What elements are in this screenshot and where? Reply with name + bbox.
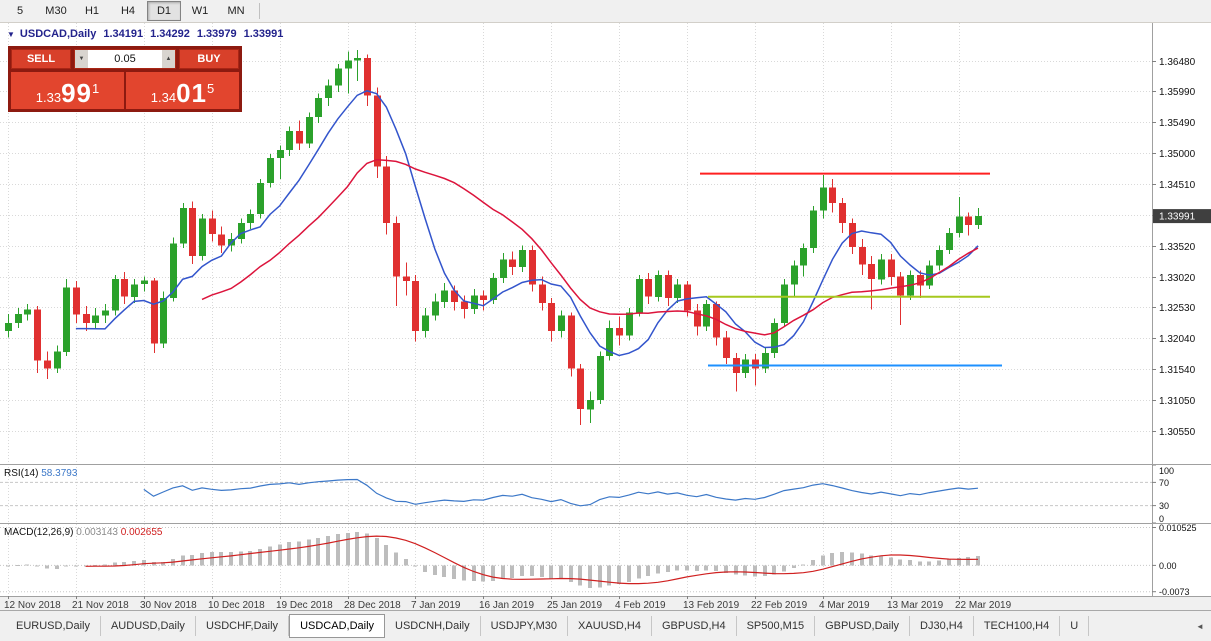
chart-tab-audusd-daily[interactable]: AUDUSD,Daily [101, 616, 196, 636]
price-axis-label: 1.31540 [1159, 365, 1196, 376]
chart-tab-u[interactable]: U [1060, 616, 1090, 636]
timeframe-button-D1[interactable]: D1 [147, 1, 181, 21]
date-axis-label: 30 Nov 2018 [140, 600, 197, 610]
toolbar-separator [259, 3, 260, 19]
ohlc-low: 1.33979 [196, 28, 237, 40]
macd-axis-label: -0.0073 [1159, 587, 1190, 597]
lot-decrease-button[interactable]: ▼ [75, 50, 88, 68]
date-axis-label: 13 Feb 2019 [683, 600, 740, 610]
ask-price-fraction: 5 [207, 81, 215, 96]
price-axis-label: 1.36480 [1159, 57, 1196, 68]
timeframe-button-H4[interactable]: H4 [120, 5, 136, 17]
date-axis-label: 22 Mar 2019 [955, 600, 1012, 610]
price-axis-label: 1.34510 [1159, 180, 1196, 191]
chart-tab-gbpusd-h4[interactable]: GBPUSD,H4 [652, 616, 737, 636]
timeframe-button-M30[interactable]: M30 [45, 5, 67, 17]
chart-canvas[interactable]: 1.364801.359901.354901.350001.345101.340… [0, 23, 1211, 610]
timeframe-button-MN[interactable]: MN [227, 5, 245, 17]
trade-prices-row: 1.33991 1.34015 [11, 72, 239, 109]
chart-symbol-label: USDCAD,Daily [19, 28, 97, 40]
macd-label: MACD(12,26,9) 0.003143 0.002655 [4, 527, 163, 538]
ask-price-button[interactable]: 1.34015 [126, 72, 239, 109]
rsi-axis-label: 30 [1159, 501, 1169, 511]
grid-layer [0, 23, 1152, 596]
price-axis-label: 1.35000 [1159, 149, 1196, 160]
rsi-axis-label: 70 [1159, 478, 1169, 488]
date-axis-label: 10 Dec 2018 [208, 600, 265, 610]
ohlc-high: 1.34292 [150, 28, 190, 40]
chart-tab-sp500-m15[interactable]: SP500,M15 [737, 616, 816, 636]
bid-price-whole: 1.33 [35, 90, 62, 105]
chart-tab-usdcnh-daily[interactable]: USDCNH,Daily [385, 616, 481, 636]
chart-tab-xauusd-h4[interactable]: XAUUSD,H4 [568, 616, 652, 636]
chart-tab-dj30-h4[interactable]: DJ30,H4 [910, 616, 974, 636]
sell-button[interactable]: SELL [11, 49, 71, 69]
buy-button[interactable]: BUY [179, 49, 239, 69]
timeframe-button-W1[interactable]: W1 [191, 5, 209, 17]
ask-price-whole: 1.34 [150, 90, 177, 105]
rsi-label: RSI(14) 58.3793 [4, 468, 78, 479]
price-axis: 1.364801.359901.354901.350001.345101.340… [1152, 23, 1211, 596]
date-axis-label: 21 Nov 2018 [72, 600, 129, 610]
panel-separators [0, 464, 1211, 597]
bid-price-button[interactable]: 1.33991 [11, 72, 124, 109]
date-axis-label: 12 Nov 2018 [4, 600, 61, 610]
price-axis-label: 1.33520 [1159, 242, 1196, 253]
price-axis-label: 1.35490 [1159, 118, 1196, 129]
price-axis-label: 1.32040 [1159, 334, 1196, 345]
date-axis-background [0, 596, 1211, 610]
chart-window: 1.364801.359901.354901.350001.345101.340… [0, 23, 1211, 610]
trendline-objects-layer [700, 172, 1002, 367]
date-axis-label: 16 Jan 2019 [479, 600, 534, 610]
date-axis-label: 19 Dec 2018 [276, 600, 333, 610]
date-axis-label: 4 Feb 2019 [615, 600, 666, 610]
price-axis-label: 1.32530 [1159, 303, 1196, 314]
lot-size-input[interactable] [88, 50, 162, 68]
macd-axis-label: 0.00 [1159, 561, 1177, 571]
date-axis-label: 7 Jan 2019 [411, 600, 461, 610]
ask-price-pips: 01 [176, 78, 207, 108]
lot-size-control: ▼ ▲ [74, 49, 176, 69]
chart-tab-usdchf-daily[interactable]: USDCHF,Daily [196, 616, 290, 636]
lot-increase-button[interactable]: ▲ [162, 50, 175, 68]
rsi-panel: 100 70 30 0 RSI(14) 58.3793 [0, 464, 1174, 524]
date-axis-label: 13 Mar 2019 [887, 600, 944, 610]
chart-tab-usdjpy-m30[interactable]: USDJPY,M30 [481, 616, 569, 636]
moving-averages-layer [75, 89, 979, 357]
ohlc-open: 1.34191 [103, 28, 144, 40]
current-price-badge-label: 1.33991 [1159, 212, 1196, 223]
date-axis-label: 4 Mar 2019 [819, 600, 870, 610]
bid-price-pips: 99 [61, 78, 92, 108]
current-price-badge [1153, 209, 1211, 224]
chart-background [0, 23, 1211, 596]
chart-title: ▼ USDCAD,Daily 1.34191 1.34292 1.33979 1… [7, 28, 283, 40]
macd-axis-label: 0.010525 [1159, 523, 1197, 533]
chart-tab-usdcad-daily[interactable]: USDCAD,Daily [289, 614, 386, 638]
date-axis: 12 Nov 2018 21 Nov 2018 30 Nov 2018 10 Dec … [4, 596, 1012, 610]
bid-price-fraction: 1 [92, 81, 100, 96]
chart-tab-eurusd-daily[interactable]: EURUSD,Daily [6, 616, 101, 636]
date-axis-label: 25 Jan 2019 [547, 600, 602, 610]
chart-tab-tech100-h4[interactable]: TECH100,H4 [974, 616, 1061, 636]
macd-panel: 0.010525 0.00 -0.0073 MACD(12,26,9) 0.00314… [0, 523, 1197, 597]
timeframe-button-H1[interactable]: H1 [84, 5, 100, 17]
chart-tabs-bar: EURUSD,Daily AUDUSD,Daily USDCHF,Daily USDC… [0, 610, 1211, 641]
rsi-axis-label: 100 [1159, 466, 1174, 476]
price-axis-label: 1.35990 [1159, 87, 1196, 98]
rsi-axis-label: 0 [1159, 514, 1164, 524]
date-axis-label: 22 Feb 2019 [751, 600, 808, 610]
tabs-scroll-left-button[interactable]: ◄ [1196, 622, 1204, 631]
price-axis-label: 1.30550 [1159, 427, 1196, 438]
chart-tab-gbpusd-daily[interactable]: GBPUSD,Daily [815, 616, 911, 636]
chart-menu-icon[interactable]: ▼ [7, 29, 15, 39]
timeframe-toolbar: 5 M30 H1 H4 D1 W1 MN [0, 0, 1211, 23]
one-click-trading-panel: SELL ▼ ▲ BUY 1.33991 1.34015 [8, 46, 242, 112]
trade-controls-row: SELL ▼ ▲ BUY [11, 49, 239, 69]
ohlc-close: 1.33991 [243, 28, 284, 40]
price-axis-label: 1.31050 [1159, 396, 1196, 407]
timeframe-button-5[interactable]: 5 [16, 5, 24, 17]
date-axis-label: 28 Dec 2018 [344, 600, 401, 610]
price-axis-label: 1.33020 [1159, 273, 1196, 284]
